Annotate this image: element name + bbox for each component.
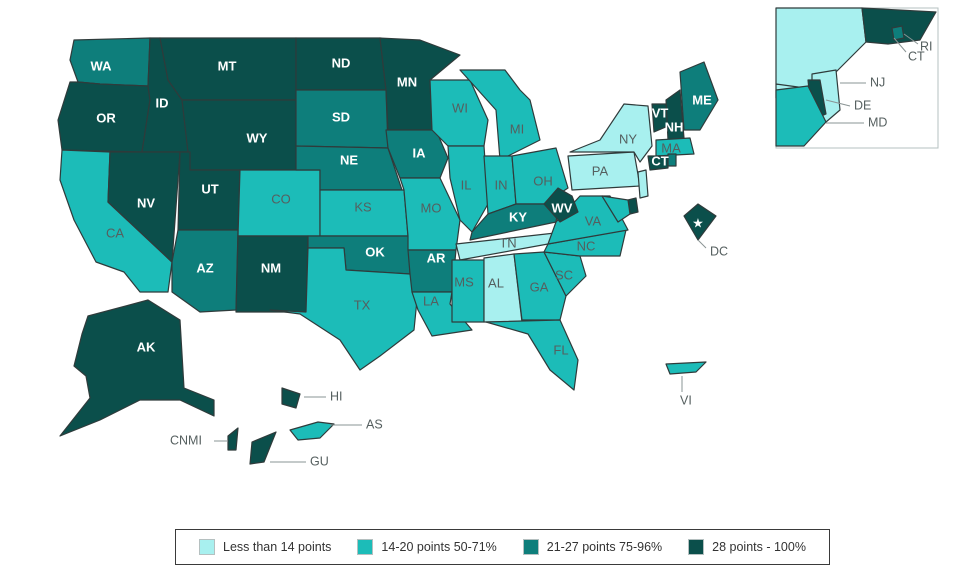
state-label-in: IN (495, 177, 508, 192)
state-label-il: IL (461, 177, 472, 192)
legend-swatch-tier3 (522, 539, 539, 555)
state-label-va: VA (585, 213, 602, 228)
state-label-wv: WV (552, 200, 573, 215)
state-tx[interactable] (269, 247, 419, 371)
callout-line-ri (903, 33, 919, 45)
state-label-sd: SD (332, 109, 350, 124)
state-label-ut: UT (201, 181, 218, 196)
callout-label-dc: DC (710, 244, 728, 258)
legend-label-tier1: Less than 14 points (223, 540, 332, 554)
callout-label-ri: RI (920, 39, 933, 53)
state-ms[interactable] (451, 259, 485, 323)
callout-label-as: AS (366, 417, 383, 431)
state-label-mi: MI (510, 121, 524, 136)
state-label-wa: WA (91, 58, 113, 73)
legend-label-tier3: 21-27 points 75-96% (546, 540, 663, 554)
state-wv[interactable] (543, 187, 579, 223)
state-label-nm: NM (261, 260, 281, 275)
state-cnmi[interactable] (227, 427, 239, 451)
state-fl[interactable] (485, 319, 579, 391)
callout-label-gu: GU (310, 454, 329, 468)
state-gu[interactable] (249, 431, 277, 465)
callout-label-hi: HI (330, 389, 343, 403)
state-label-nd: ND (332, 55, 351, 70)
state-label-vt: VT (652, 105, 669, 120)
state-ma[interactable] (655, 137, 695, 157)
state-label-sc: SC (555, 267, 573, 282)
state-dc[interactable] (683, 203, 717, 241)
state-label-ny: NY (619, 131, 637, 146)
state-as[interactable] (289, 421, 335, 441)
legend-swatch-tier4 (688, 539, 705, 555)
state-label-me: ME (692, 92, 712, 107)
state-label-co: CO (271, 191, 291, 206)
state-label-oh: OH (533, 173, 553, 188)
state-label-ga: GA (530, 279, 549, 294)
state-label-nc: NC (577, 238, 596, 253)
state-ri[interactable] (667, 153, 677, 167)
state-label-la: LA (423, 293, 439, 308)
dc-star-icon: ★ (692, 215, 704, 230)
state-label-ms: MS (454, 274, 474, 289)
state-wy[interactable] (181, 99, 297, 171)
state-label-ne: NE (340, 152, 358, 167)
legend: Less than 14 points 14-20 points 50-71% … (175, 529, 830, 565)
legend-label-tier4: 28 points - 100% (712, 540, 806, 554)
state-label-ar: AR (427, 250, 446, 265)
state-label-wi: WI (452, 100, 468, 115)
state-mi[interactable] (459, 69, 541, 161)
state-label-mn: MN (397, 74, 417, 89)
legend-swatch-tier1 (199, 539, 215, 555)
state-label-tx: TX (354, 297, 371, 312)
state-ga[interactable] (513, 251, 567, 321)
state-label-mo: MO (421, 200, 442, 215)
callout-label-cnmi: CNMI (170, 433, 202, 447)
state-label-nv: NV (137, 195, 155, 210)
legend-swatch-tier2 (357, 539, 374, 555)
callout-label-vi: VI (680, 393, 692, 407)
state-md[interactable] (601, 195, 631, 223)
state-ny[interactable] (569, 103, 653, 163)
callout-line-de (825, 99, 851, 107)
callout-label-ct: CT (908, 49, 925, 63)
legend-item-tier2: 14-20 points 50-71% (357, 539, 497, 555)
state-label-mt: MT (218, 58, 237, 73)
state-label-fl: FL (553, 342, 568, 357)
state-label-al: AL (488, 275, 504, 290)
state-vi[interactable] (665, 361, 707, 375)
legend-item-tier3: 21-27 points 75-96% (522, 539, 663, 555)
callout-label-de: DE (854, 98, 871, 112)
state-label-pa: PA (592, 163, 609, 178)
callout-label-md: MD (868, 115, 887, 129)
legend-label-tier2: 14-20 points 50-71% (381, 540, 497, 554)
callout-label-nj: NJ (870, 75, 885, 89)
state-label-az: AZ (196, 260, 213, 275)
callout-line-dc (697, 239, 707, 249)
inset-state-md[interactable] (775, 85, 827, 147)
state-hi[interactable] (281, 387, 301, 409)
state-label-ok: OK (365, 244, 385, 259)
state-label-ca: CA (106, 225, 124, 240)
state-label-ks: KS (354, 199, 372, 214)
state-label-wy: WY (247, 130, 268, 145)
state-ct[interactable] (647, 155, 669, 171)
legend-item-tier1: Less than 14 points (199, 539, 331, 555)
state-label-ia: IA (413, 145, 427, 160)
state-label-tn: TN (499, 235, 516, 250)
state-ak[interactable] (59, 299, 215, 437)
callout-line-ct (893, 37, 907, 53)
state-label-nh: NH (665, 119, 684, 134)
state-label-ma: MA (661, 140, 681, 155)
state-label-ct: CT (651, 153, 668, 168)
state-nj[interactable] (637, 169, 649, 199)
state-label-id: ID (156, 95, 169, 110)
state-me[interactable] (679, 61, 719, 131)
legend-item-tier4: 28 points - 100% (688, 539, 806, 555)
state-label-ky: KY (509, 209, 527, 224)
inset-state-ri[interactable] (891, 25, 905, 41)
state-label-or: OR (96, 110, 116, 125)
state-label-ak: AK (137, 339, 156, 354)
